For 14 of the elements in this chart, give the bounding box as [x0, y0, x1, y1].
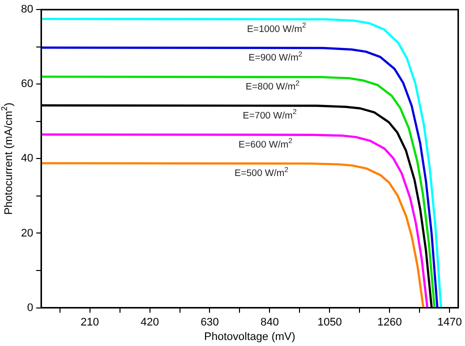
x-tick-label: 1260 [377, 316, 402, 328]
x-axis-title: Photovoltage (mV) [204, 331, 296, 343]
x-tick-label: 210 [80, 316, 99, 328]
x-tick-label: 420 [140, 316, 159, 328]
x-tick-label: 840 [260, 316, 279, 328]
x-tick-label: 630 [200, 316, 219, 328]
y-tick-label: 80 [20, 4, 34, 16]
y-tick-label: 20 [20, 227, 34, 240]
y-tick-label: 0 [27, 302, 34, 314]
x-tick-label: 1050 [317, 316, 342, 328]
y-tick-label: 40 [20, 152, 34, 165]
y-tick-label: 60 [20, 78, 34, 90]
y-axis-title: Photocurrent (mA/cm2) [0, 102, 15, 215]
x-tick-label: 1470 [437, 316, 462, 328]
